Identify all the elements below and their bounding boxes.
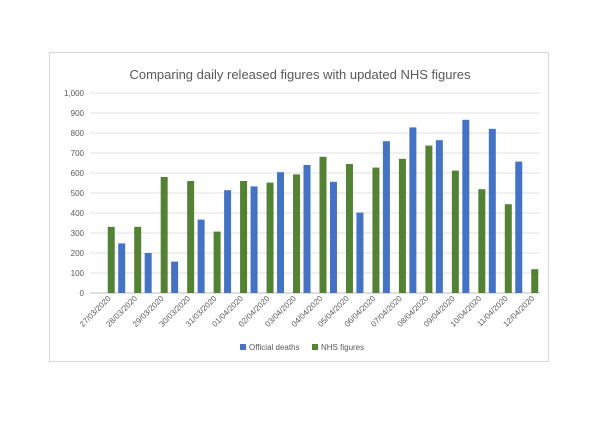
- legend-swatch-official-deaths: [240, 344, 246, 350]
- bar-official-deaths: [118, 243, 126, 293]
- bar-official-deaths: [171, 261, 179, 293]
- bar-official-deaths: [224, 190, 232, 293]
- y-tick-label: 600: [71, 169, 85, 178]
- bar-official-deaths: [329, 181, 337, 293]
- bar-nhs-figures: [160, 177, 168, 293]
- bar-nhs-figures: [478, 189, 486, 293]
- bar-official-deaths: [356, 212, 364, 293]
- y-tick-label: 700: [71, 149, 85, 158]
- y-tick-label: 1,000: [64, 89, 85, 98]
- bar-nhs-figures: [319, 156, 327, 293]
- bar-official-deaths: [488, 128, 496, 293]
- bar-chart: Comparing daily released figures with up…: [64, 67, 540, 352]
- bar-official-deaths: [197, 219, 205, 293]
- bar-nhs-figures: [372, 167, 380, 293]
- legend: Official deaths NHS figures: [240, 343, 364, 352]
- bar-nhs-figures: [345, 164, 353, 293]
- y-tick-label: 100: [71, 269, 85, 278]
- y-tick-label: 0: [80, 289, 85, 298]
- bar-official-deaths: [250, 186, 258, 293]
- bar-nhs-figures: [398, 158, 406, 293]
- bar-nhs-figures: [187, 181, 195, 293]
- legend-label: NHS figures: [321, 343, 364, 352]
- bar-official-deaths: [382, 141, 390, 293]
- gridlines: [90, 92, 540, 294]
- bar-official-deaths: [303, 165, 311, 293]
- bar-nhs-figures: [293, 174, 301, 293]
- bar-official-deaths: [515, 161, 523, 293]
- x-axis-ticks: 27/03/202028/03/202029/03/202030/03/2020…: [78, 294, 537, 329]
- bar-official-deaths: [435, 140, 443, 293]
- legend-label: Official deaths: [249, 343, 300, 352]
- bar-nhs-figures: [504, 204, 512, 293]
- bar-nhs-figures: [531, 269, 539, 293]
- y-tick-label: 400: [71, 209, 85, 218]
- y-axis-ticks: 0 100 200 300 400 500 600 700 800 900 1,000: [64, 89, 85, 298]
- y-tick-label: 500: [71, 189, 85, 198]
- bar-nhs-figures: [213, 231, 221, 293]
- y-tick-label: 300: [71, 229, 85, 238]
- bar-nhs-figures: [107, 226, 115, 293]
- bar-official-deaths: [144, 253, 152, 293]
- y-tick-label: 900: [71, 109, 85, 118]
- bar-official-deaths: [409, 127, 417, 294]
- bar-official-deaths: [462, 119, 470, 293]
- bars: [107, 119, 539, 294]
- bar-nhs-figures: [134, 226, 142, 293]
- bar-nhs-figures: [240, 181, 248, 293]
- bar-official-deaths: [277, 172, 285, 293]
- chart-frame: Comparing daily released figures with up…: [49, 52, 549, 362]
- bar-nhs-figures: [451, 170, 459, 293]
- bar-nhs-figures: [425, 145, 433, 293]
- bar-nhs-figures: [266, 182, 274, 293]
- legend-swatch-nhs-figures: [312, 344, 318, 350]
- y-tick-label: 800: [71, 129, 85, 138]
- chart-title: Comparing daily released figures with up…: [129, 67, 471, 82]
- y-tick-label: 200: [71, 249, 85, 258]
